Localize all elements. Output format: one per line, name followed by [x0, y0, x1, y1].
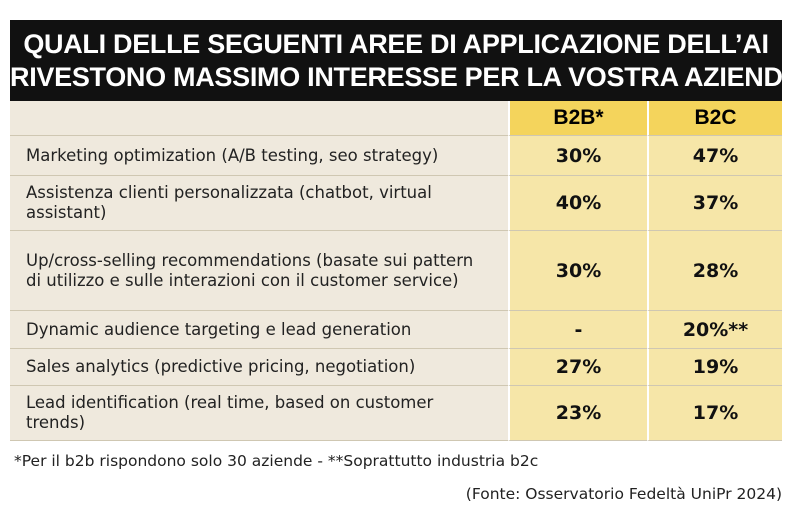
value-cell: 30% — [508, 136, 647, 176]
title-line: RIVESTONO MASSIMO INTERESSE PER LA VOSTR… — [10, 62, 799, 92]
row-label: Dynamic audience targeting e lead genera… — [10, 311, 508, 349]
value-cell: 27% — [508, 349, 647, 386]
value-cell: 17% — [647, 386, 782, 441]
row-label: Up/cross-selling recommendations (basate… — [10, 231, 508, 311]
footnote: *Per il b2b rispondono solo 30 aziende -… — [14, 452, 539, 470]
table: B2B* B2C Marketing optimization (A/B testi… — [10, 101, 782, 441]
row-label: Sales analytics (predictive pricing, neg… — [10, 349, 508, 386]
title: QUALI DELLE SEGUENTI AREE DI APPLICAZION… — [10, 20, 799, 101]
value-cell: - — [508, 311, 647, 349]
row-label: Assistenza clienti personalizzata (chatb… — [10, 176, 508, 231]
column-header: B2C — [647, 101, 782, 136]
title-line: QUALI DELLE SEGUENTI AREE DI APPLICAZION… — [23, 29, 769, 59]
source: (Fonte: Osservatorio Fedeltà UniPr 2024) — [465, 485, 782, 503]
value-cell: 28% — [647, 231, 782, 311]
value-cell: 40% — [508, 176, 647, 231]
header-blank — [10, 101, 508, 136]
value-cell: 19% — [647, 349, 782, 386]
row-label: Marketing optimization (A/B testing, seo… — [10, 136, 508, 176]
value-cell: 47% — [647, 136, 782, 176]
value-cell: 23% — [508, 386, 647, 441]
value-cell: 37% — [647, 176, 782, 231]
row-label: Lead identification (real time, based on… — [10, 386, 508, 441]
column-header: B2B* — [508, 101, 647, 136]
value-cell: 30% — [508, 231, 647, 311]
value-cell: 20%** — [647, 311, 782, 349]
infographic: QUALI DELLE SEGUENTI AREE DI APPLICAZION… — [10, 20, 799, 441]
